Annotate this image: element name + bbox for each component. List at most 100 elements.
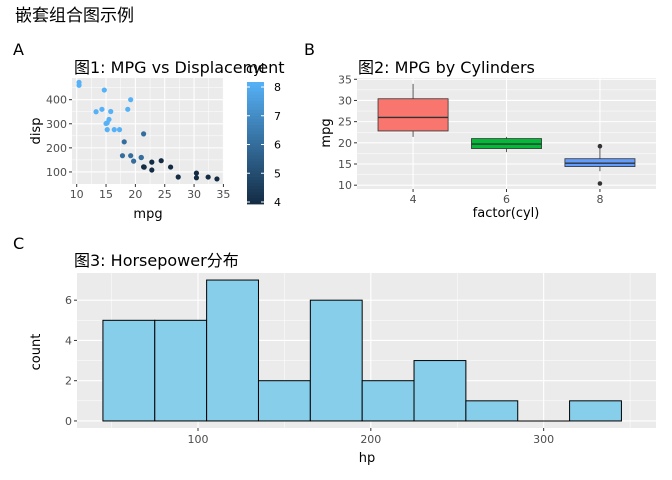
chart-a-colorbar-segment bbox=[247, 161, 264, 165]
chart-a-data-point bbox=[149, 167, 155, 173]
chart-a-colorbar-segment bbox=[247, 103, 264, 107]
chart-a-colorbar-segment bbox=[247, 200, 264, 205]
chart-a-data-point bbox=[214, 176, 220, 182]
chart-c-y-tick-label: 2 bbox=[65, 375, 72, 388]
chart-a-data-point bbox=[93, 109, 99, 115]
chart-a-data-point bbox=[175, 174, 181, 180]
chart-a-data-point bbox=[119, 153, 126, 159]
chart-b-ylabel: mpg bbox=[319, 118, 334, 147]
chart-a-data-point bbox=[128, 97, 134, 103]
chart-a-colorbar-segment bbox=[247, 197, 264, 202]
chart-a-colorbar-segment bbox=[247, 173, 264, 177]
panel-tag-c: C bbox=[13, 234, 24, 253]
chart-a-colorbar-segment bbox=[247, 136, 264, 141]
chart-a-data-point bbox=[138, 154, 144, 161]
chart-b-x-tick-label: 8 bbox=[596, 193, 603, 206]
chart-b-boxplot: 10 15 20 25 30 35 4 6 8 bbox=[338, 73, 656, 206]
chart-a-data-point bbox=[149, 159, 155, 165]
chart-c-xlabel: hp bbox=[359, 451, 376, 466]
chart-a-colorbar-segment bbox=[247, 155, 264, 159]
chart-a-data-point bbox=[101, 87, 107, 93]
chart-a-data-point bbox=[108, 108, 114, 115]
chart-a-y-tick-label: 100 bbox=[46, 166, 67, 179]
chart-b-y-tick-label: 25 bbox=[338, 116, 352, 129]
chart-b-y-tick-label: 35 bbox=[338, 73, 352, 86]
chart-a-colorbar-segment bbox=[247, 185, 264, 190]
chart-a-colorbar-segment bbox=[247, 170, 264, 174]
chart-a-x-tick-label: 25 bbox=[158, 188, 172, 201]
chart-a-colorbar-segment bbox=[247, 85, 264, 89]
chart-a-colorbar-segment bbox=[247, 130, 264, 135]
chart-a-colorbar-segment bbox=[247, 191, 264, 196]
chart-a-colorbar-label: 7 bbox=[274, 110, 281, 123]
chart-c-bar bbox=[569, 400, 622, 422]
chart-c-histogram: 100 200 300 0 2 4 6 bbox=[65, 273, 656, 446]
chart-a-data-point bbox=[104, 127, 110, 133]
chart-a-colorbar-segment bbox=[247, 143, 264, 147]
chart-a-colorbar-segment bbox=[247, 194, 264, 199]
chart-a-colorbar-segment bbox=[247, 106, 264, 110]
chart-c-bar bbox=[206, 279, 259, 422]
chart-a-colorbar-segment bbox=[247, 115, 264, 119]
chart-c-bar bbox=[257, 380, 311, 422]
chart-a-data-point bbox=[140, 164, 147, 170]
chart-b-y-tick-label: 10 bbox=[338, 179, 352, 192]
chart-c-bar bbox=[413, 360, 467, 422]
chart-b-outlier-point bbox=[597, 143, 603, 149]
chart-a-colorbar-segment bbox=[247, 91, 264, 95]
chart-a-data-point bbox=[193, 175, 200, 181]
chart-b-xlabel: factor(cyl) bbox=[473, 206, 540, 221]
chart-c-y-tick-label: 4 bbox=[65, 334, 72, 347]
chart-a-colorbar-segment bbox=[247, 188, 264, 193]
chart-a-scatter: 10 15 20 25 30 35 100 200 300 400 bbox=[46, 78, 230, 201]
chart-a-y-tick-label: 400 bbox=[46, 94, 67, 107]
chart-a-data-point bbox=[121, 139, 127, 145]
chart-a-colorbar-label: 5 bbox=[274, 167, 281, 180]
chart-a-data-point bbox=[99, 106, 105, 112]
chart-a-data-point bbox=[167, 164, 174, 170]
chart-a-panel-bg bbox=[72, 78, 224, 184]
chart-c-x-tick-label: 100 bbox=[187, 433, 208, 446]
chart-a-xlabel: mpg bbox=[133, 207, 162, 222]
chart-a-colorbar-segment bbox=[247, 88, 264, 92]
chart-a-x-tick-label: 30 bbox=[187, 188, 201, 201]
panel-tag-b: B bbox=[304, 40, 315, 59]
chart-a-data-point bbox=[116, 127, 123, 133]
chart-c-x-tick-label: 300 bbox=[533, 433, 554, 446]
chart-a-data-point bbox=[76, 82, 82, 88]
chart-a-y-tick-label: 300 bbox=[46, 118, 67, 131]
chart-a-colorbar-segment bbox=[247, 100, 264, 104]
chart-a-colorbar-segment bbox=[247, 149, 264, 153]
chart-c-y-tick-label: 6 bbox=[65, 294, 72, 307]
chart-b-x-tick-label: 6 bbox=[503, 193, 510, 206]
chart-c-x-tick-label: 200 bbox=[360, 433, 381, 446]
chart-a-data-point bbox=[158, 158, 164, 164]
chart-c-bar bbox=[102, 319, 156, 422]
chart-a-x-tick-label: 10 bbox=[70, 188, 84, 201]
chart-a-colorbar-segment bbox=[247, 112, 264, 116]
chart-a-data-point bbox=[205, 174, 211, 180]
chart-a-data-point bbox=[103, 120, 109, 127]
chart-c-y-tick-label: 0 bbox=[65, 415, 72, 428]
chart-a-colorbar-segment bbox=[247, 164, 264, 168]
panel-tag-a: A bbox=[13, 40, 24, 59]
chart-c-bar bbox=[309, 299, 363, 422]
chart-b-x-tick-label: 4 bbox=[410, 193, 417, 206]
chart-b-y-tick-label: 15 bbox=[338, 158, 352, 171]
chart-a-colorbar-segment bbox=[247, 118, 264, 123]
chart-a-data-point bbox=[111, 127, 117, 133]
chart-b-y-tick-label: 30 bbox=[338, 94, 352, 107]
chart-a-colorbar-segment bbox=[247, 167, 264, 171]
chart-b-outlier-point bbox=[597, 181, 603, 186]
figure-title: 嵌套组合图示例 bbox=[15, 6, 134, 26]
chart-a-x-tick-label: 15 bbox=[99, 188, 113, 201]
chart-a-legend: cyl 4 5 6 7 8 bbox=[246, 62, 281, 209]
chart-c-bar bbox=[361, 380, 415, 422]
chart-a-colorbar-label: 4 bbox=[274, 196, 281, 209]
chart-a-colorbar-segment bbox=[247, 158, 264, 162]
chart-a-x-tick-label: 35 bbox=[216, 188, 230, 201]
chart-a-colorbar-segment bbox=[247, 127, 264, 132]
chart-a-colorbar-segment bbox=[247, 139, 264, 144]
chart-a-colorbar-segment bbox=[247, 94, 264, 98]
chart-a-data-point bbox=[125, 106, 131, 112]
